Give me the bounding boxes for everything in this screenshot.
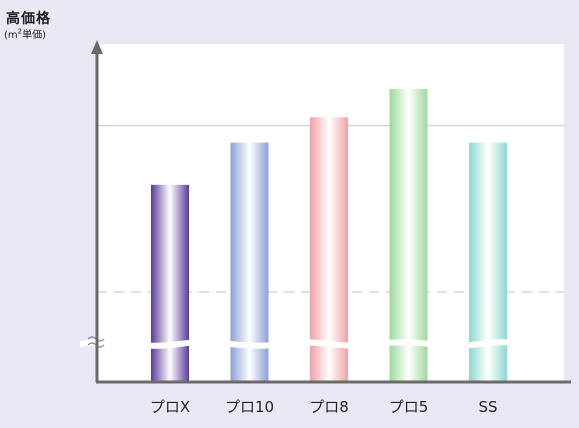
y-axis-unit-suffix: 単価) xyxy=(22,30,47,41)
bar xyxy=(310,117,348,382)
x-tick-label: プロX xyxy=(150,398,190,416)
bar xyxy=(151,184,189,382)
x-tick-label: プロ5 xyxy=(389,398,429,416)
y-axis-unit-prefix: (m xyxy=(4,30,18,41)
x-tick-label: プロ10 xyxy=(225,398,274,416)
x-tick-label: SS xyxy=(478,398,497,416)
bar xyxy=(389,89,428,383)
axis-break-band xyxy=(80,339,564,349)
y-axis-arrow-icon xyxy=(91,40,103,54)
y-axis-unit-superscript: 2 xyxy=(17,27,23,36)
y-axis-label: 高価格 xyxy=(6,11,51,27)
y-axis-unit: (m2単価) xyxy=(4,26,46,41)
x-tick-label: プロ8 xyxy=(309,398,349,416)
